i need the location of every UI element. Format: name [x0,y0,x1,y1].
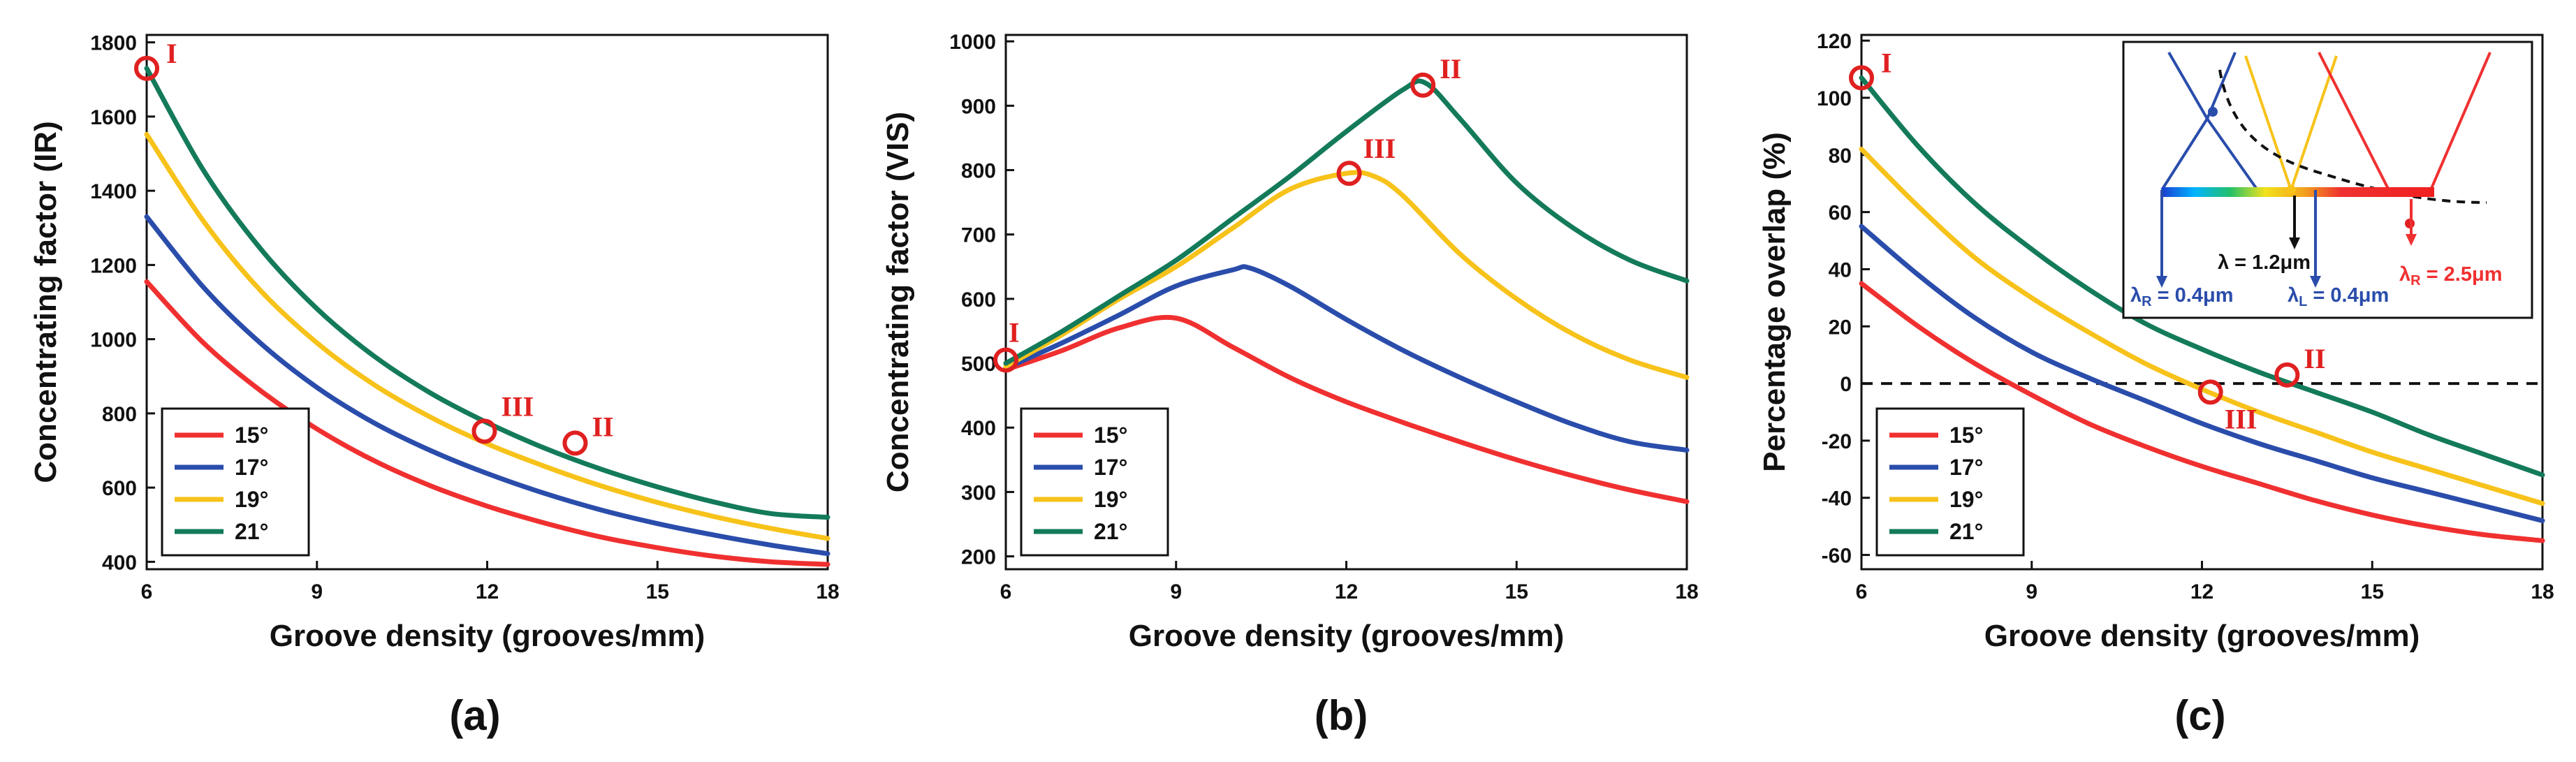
x-tick-label: 15 [1505,580,1528,603]
spectrum-bar [2162,187,2434,197]
x-tick-label: 6 [1856,580,1868,603]
legend-label: 15° [1949,423,1983,448]
y-tick-label: 200 [961,546,996,569]
figure: 6 9 12 15 1840060080010001200140016001800Gro… [0,0,2576,762]
blue-focus-dot [2208,107,2218,117]
x-tick-label: 9 [311,580,323,603]
y-tick-label: -40 [1822,488,1852,511]
legend-label: 19° [1094,487,1127,512]
marker-label-II: II [2304,343,2325,374]
y-tick-label: 120 [1817,30,1852,53]
marker-label-III: III [1363,133,1396,164]
marker-label-II: II [1440,53,1461,85]
marker-circle-II [564,432,585,453]
x-tick-label: 12 [1335,580,1358,603]
lambda-value: = 0.4μm [2152,284,2234,307]
legend-label: 17° [235,455,268,480]
chart-panel-c: 6 9 12 15 18 -60 -40 -20 0 20 40 60 80 100 120 Groove d… [1757,30,2554,739]
y-axis-label: Percentage overlap (%) [1757,132,1792,472]
inset-label-lambda-center: λ = 1.2μm [2218,251,2311,274]
lambda-symbol: λ [2130,284,2142,307]
y-tick-label: 600 [102,477,137,500]
y-tick-label: 20 [1829,316,1852,339]
marker-label-I: I [1881,47,1892,78]
legend-label: 21° [235,519,268,544]
x-tick-label: 15 [646,580,669,603]
x-axis-label: Groove density (grooves/mm) [270,619,705,653]
y-tick-label: 1800 [90,32,137,55]
y-tick-label: 400 [961,417,996,440]
y-tick-label: 1600 [90,106,137,129]
x-tick-label: 9 [1170,580,1182,603]
y-tick-label: -60 [1822,545,1852,568]
y-tick-label: 80 [1829,145,1852,168]
y-axis-label: Concentrating factor (VIS) [881,112,915,492]
x-tick-label: 18 [2531,580,2554,603]
lambda-value: = 0.4μm [2307,284,2389,307]
legend-label: 17° [1094,455,1127,480]
lambda-subscript: L [2299,294,2307,309]
y-tick-label: 800 [102,403,137,426]
legend-label: 19° [1949,487,1983,512]
legend-label: 17° [1949,455,1983,480]
y-tick-label: 300 [961,481,996,504]
y-tick-label: -20 [1822,430,1852,453]
lambda-subscript: R [2410,273,2421,288]
panel-label: (a) [449,692,500,739]
x-axis-label: Groove density (grooves/mm) [1129,619,1564,653]
lambda-symbol: λ [2399,263,2410,286]
y-tick-label: 1400 [90,180,137,203]
marker-label-III: III [2225,403,2257,434]
y-tick-label: 100 [1817,87,1852,110]
marker-label-II: II [592,411,613,442]
y-tick-label: 900 [961,95,996,118]
x-tick-label: 6 [1000,580,1012,603]
y-tick-label: 60 [1829,202,1852,225]
x-tick-label: 9 [2026,580,2037,603]
legend-label: 21° [1949,519,1983,544]
y-tick-label: 0 [1840,373,1852,396]
marker-label-I: I [166,38,177,69]
y-tick-label: 1000 [949,31,996,54]
y-tick-label: 1000 [90,329,137,352]
x-tick-label: 18 [1675,580,1698,603]
y-axis-label: Concentrating factor (IR) [29,121,63,483]
marker-label-I: I [1009,316,1020,348]
inset-diagram: λ = 1.2μmλR = 0.4μm λL = 0.4μmλR = 2.5μm [2123,42,2532,318]
lambda-subscript: R [2142,294,2152,309]
legend-label: 21° [1094,519,1127,544]
x-tick-label: 15 [2361,580,2384,603]
legend-label: 15° [1094,423,1127,448]
y-tick-label: 500 [961,353,996,376]
y-tick-label: 1200 [90,254,137,277]
marker-label-III: III [501,390,534,422]
x-tick-label: 18 [816,580,839,603]
y-tick-label: 600 [961,288,996,312]
lambda-symbol: λ [2288,284,2299,307]
y-tick-label: 400 [102,551,137,574]
legend-label: 19° [235,487,268,512]
yellow-focus-dot [2286,185,2296,195]
x-tick-label: 12 [476,580,499,603]
x-tick-label: 12 [2190,580,2213,603]
chart-panel-b: 6 9 12 15 18 200 300 400 500 600 700 800 900 1000 Groo… [881,31,1699,739]
panel-label: (c) [2174,692,2225,739]
panel-label: (b) [1315,692,1368,739]
x-tick-label: 6 [141,580,153,603]
y-tick-label: 40 [1829,258,1852,281]
chart-panel-a: 6 9 12 15 18 400 600 800 1000 1200 1400 1600 1800 Gro… [29,32,840,739]
y-tick-label: 800 [961,160,996,183]
x-axis-label: Groove density (grooves/mm) [1984,619,2420,653]
series-line-19deg [1006,173,1687,377]
y-tick-label: 700 [961,224,996,247]
legend-label: 15° [235,423,268,448]
lambda-value: = 2.5μm [2421,263,2503,286]
